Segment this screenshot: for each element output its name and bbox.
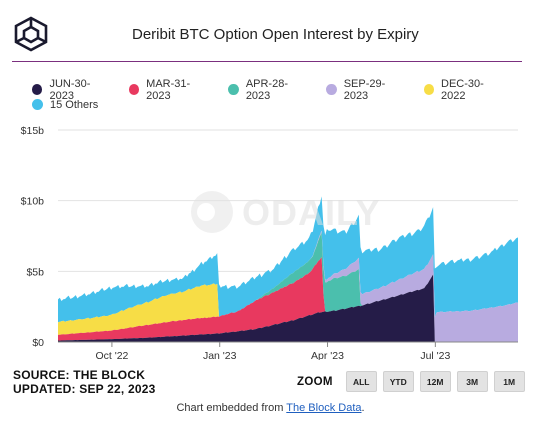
- area-series-sep-29-2023: [58, 230, 518, 342]
- header-divider: [12, 61, 522, 62]
- legend-swatch: [32, 84, 43, 95]
- area-series-mar-31-2023: [58, 257, 518, 342]
- area-series-15 others: [58, 196, 518, 323]
- x-tick-label: Jan '23: [203, 350, 237, 360]
- source-block: SOURCE: THE BLOCK UPDATED: SEP 22, 2023: [13, 368, 155, 396]
- legend-item[interactable]: SEP-29-2023: [326, 78, 406, 102]
- legend-label: APR-28-2023: [245, 77, 288, 102]
- area-series-jun-30-2023: [58, 274, 518, 342]
- chart-legend: JUN-30-2023 MAR-31-2023 APR-28-2023 SEP-29-…: [32, 78, 522, 112]
- zoom-1m-button[interactable]: 1M: [493, 371, 525, 392]
- y-tick-label: $10b: [21, 196, 45, 208]
- open-interest-chart: $0 $5b $10b $15b Oct '22 Jan '23 Apr '23 Jul '2…: [21, 125, 518, 360]
- zoom-3m-button[interactable]: 3M: [456, 371, 488, 392]
- legend-row: JUN-30-2023 MAR-31-2023 APR-28-2023 SEP-29-…: [32, 78, 522, 102]
- legend-label: DEC-30-2022: [441, 77, 484, 102]
- watermark-text: ODAILY: [242, 192, 381, 233]
- legend-item[interactable]: MAR-31-2023: [128, 78, 212, 102]
- the-block-data-link[interactable]: The Block Data: [286, 402, 362, 414]
- legend-item[interactable]: JUN-30-2023: [32, 78, 112, 102]
- area-series-dec-30-2022: [58, 230, 518, 335]
- watermark-logo-hole: [197, 203, 215, 221]
- legend-swatch: [32, 99, 43, 110]
- legend-label: MAR-31-2023: [146, 77, 191, 102]
- source-text: SOURCE: THE BLOCK: [13, 368, 146, 382]
- x-tick-label: Jul '23: [420, 350, 450, 360]
- legend-swatch: [326, 84, 337, 95]
- updated-text: UPDATED: SEP 22, 2023: [13, 382, 156, 396]
- watermark: ODAILY: [191, 191, 381, 233]
- embed-suffix: .: [361, 402, 365, 414]
- embed-note: Chart embedded from The Block Data.: [0, 402, 541, 414]
- zoom-controls: ZOOM ALL YTD 12M 3M 1M: [297, 371, 525, 392]
- legend-item[interactable]: APR-28-2023: [228, 78, 309, 102]
- zoom-ytd-button[interactable]: YTD: [382, 371, 414, 392]
- legend-swatch: [128, 84, 140, 95]
- legend-item[interactable]: DEC-30-2022: [423, 78, 505, 102]
- legend-item[interactable]: 15 Others: [32, 97, 98, 112]
- legend-row: 15 Others: [32, 97, 522, 112]
- x-tick-label: Oct '22: [95, 350, 128, 360]
- y-tick-label: $15b: [21, 125, 45, 137]
- legend-swatch: [423, 84, 434, 95]
- x-tick-label: Apr '23: [311, 350, 344, 360]
- legend-label: JUN-30-2023: [49, 77, 91, 102]
- legend-label: 15 Others: [50, 98, 99, 111]
- zoom-label: ZOOM: [297, 375, 333, 388]
- chart-header: Deribit BTC Option Open Interest by Expi…: [12, 14, 522, 60]
- embed-prefix: Chart embedded from: [176, 402, 287, 414]
- y-tick-label: $0: [32, 337, 44, 349]
- zoom-all-button[interactable]: ALL: [345, 371, 377, 392]
- the-block-logo-icon[interactable]: [14, 16, 48, 52]
- zoom-12m-button[interactable]: 12M: [419, 371, 451, 392]
- legend-label: SEP-29-2023: [343, 77, 386, 102]
- y-tick-label: $5b: [26, 266, 44, 278]
- legend-swatch: [228, 84, 239, 95]
- chart-title: Deribit BTC Option Open Interest by Expi…: [132, 26, 419, 43]
